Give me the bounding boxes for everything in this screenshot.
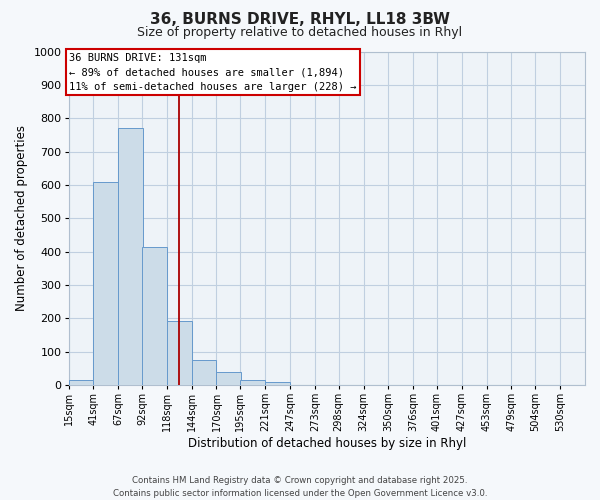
Bar [191, 360, 217, 385]
Bar [167, 320, 191, 385]
Text: 36, BURNS DRIVE, RHYL, LL18 3BW: 36, BURNS DRIVE, RHYL, LL18 3BW [150, 12, 450, 28]
Text: Size of property relative to detached houses in Rhyl: Size of property relative to detached ho… [137, 26, 463, 39]
Bar [118, 128, 143, 385]
Bar [217, 372, 241, 385]
Text: 36 BURNS DRIVE: 131sqm
← 89% of detached houses are smaller (1,894)
11% of semi-: 36 BURNS DRIVE: 131sqm ← 89% of detached… [70, 52, 357, 92]
Bar [241, 380, 265, 385]
Bar [68, 380, 94, 385]
X-axis label: Distribution of detached houses by size in Rhyl: Distribution of detached houses by size … [188, 437, 466, 450]
Bar [142, 248, 167, 385]
Y-axis label: Number of detached properties: Number of detached properties [15, 126, 28, 312]
Bar [265, 382, 290, 385]
Bar [94, 182, 118, 385]
Text: Contains HM Land Registry data © Crown copyright and database right 2025.
Contai: Contains HM Land Registry data © Crown c… [113, 476, 487, 498]
